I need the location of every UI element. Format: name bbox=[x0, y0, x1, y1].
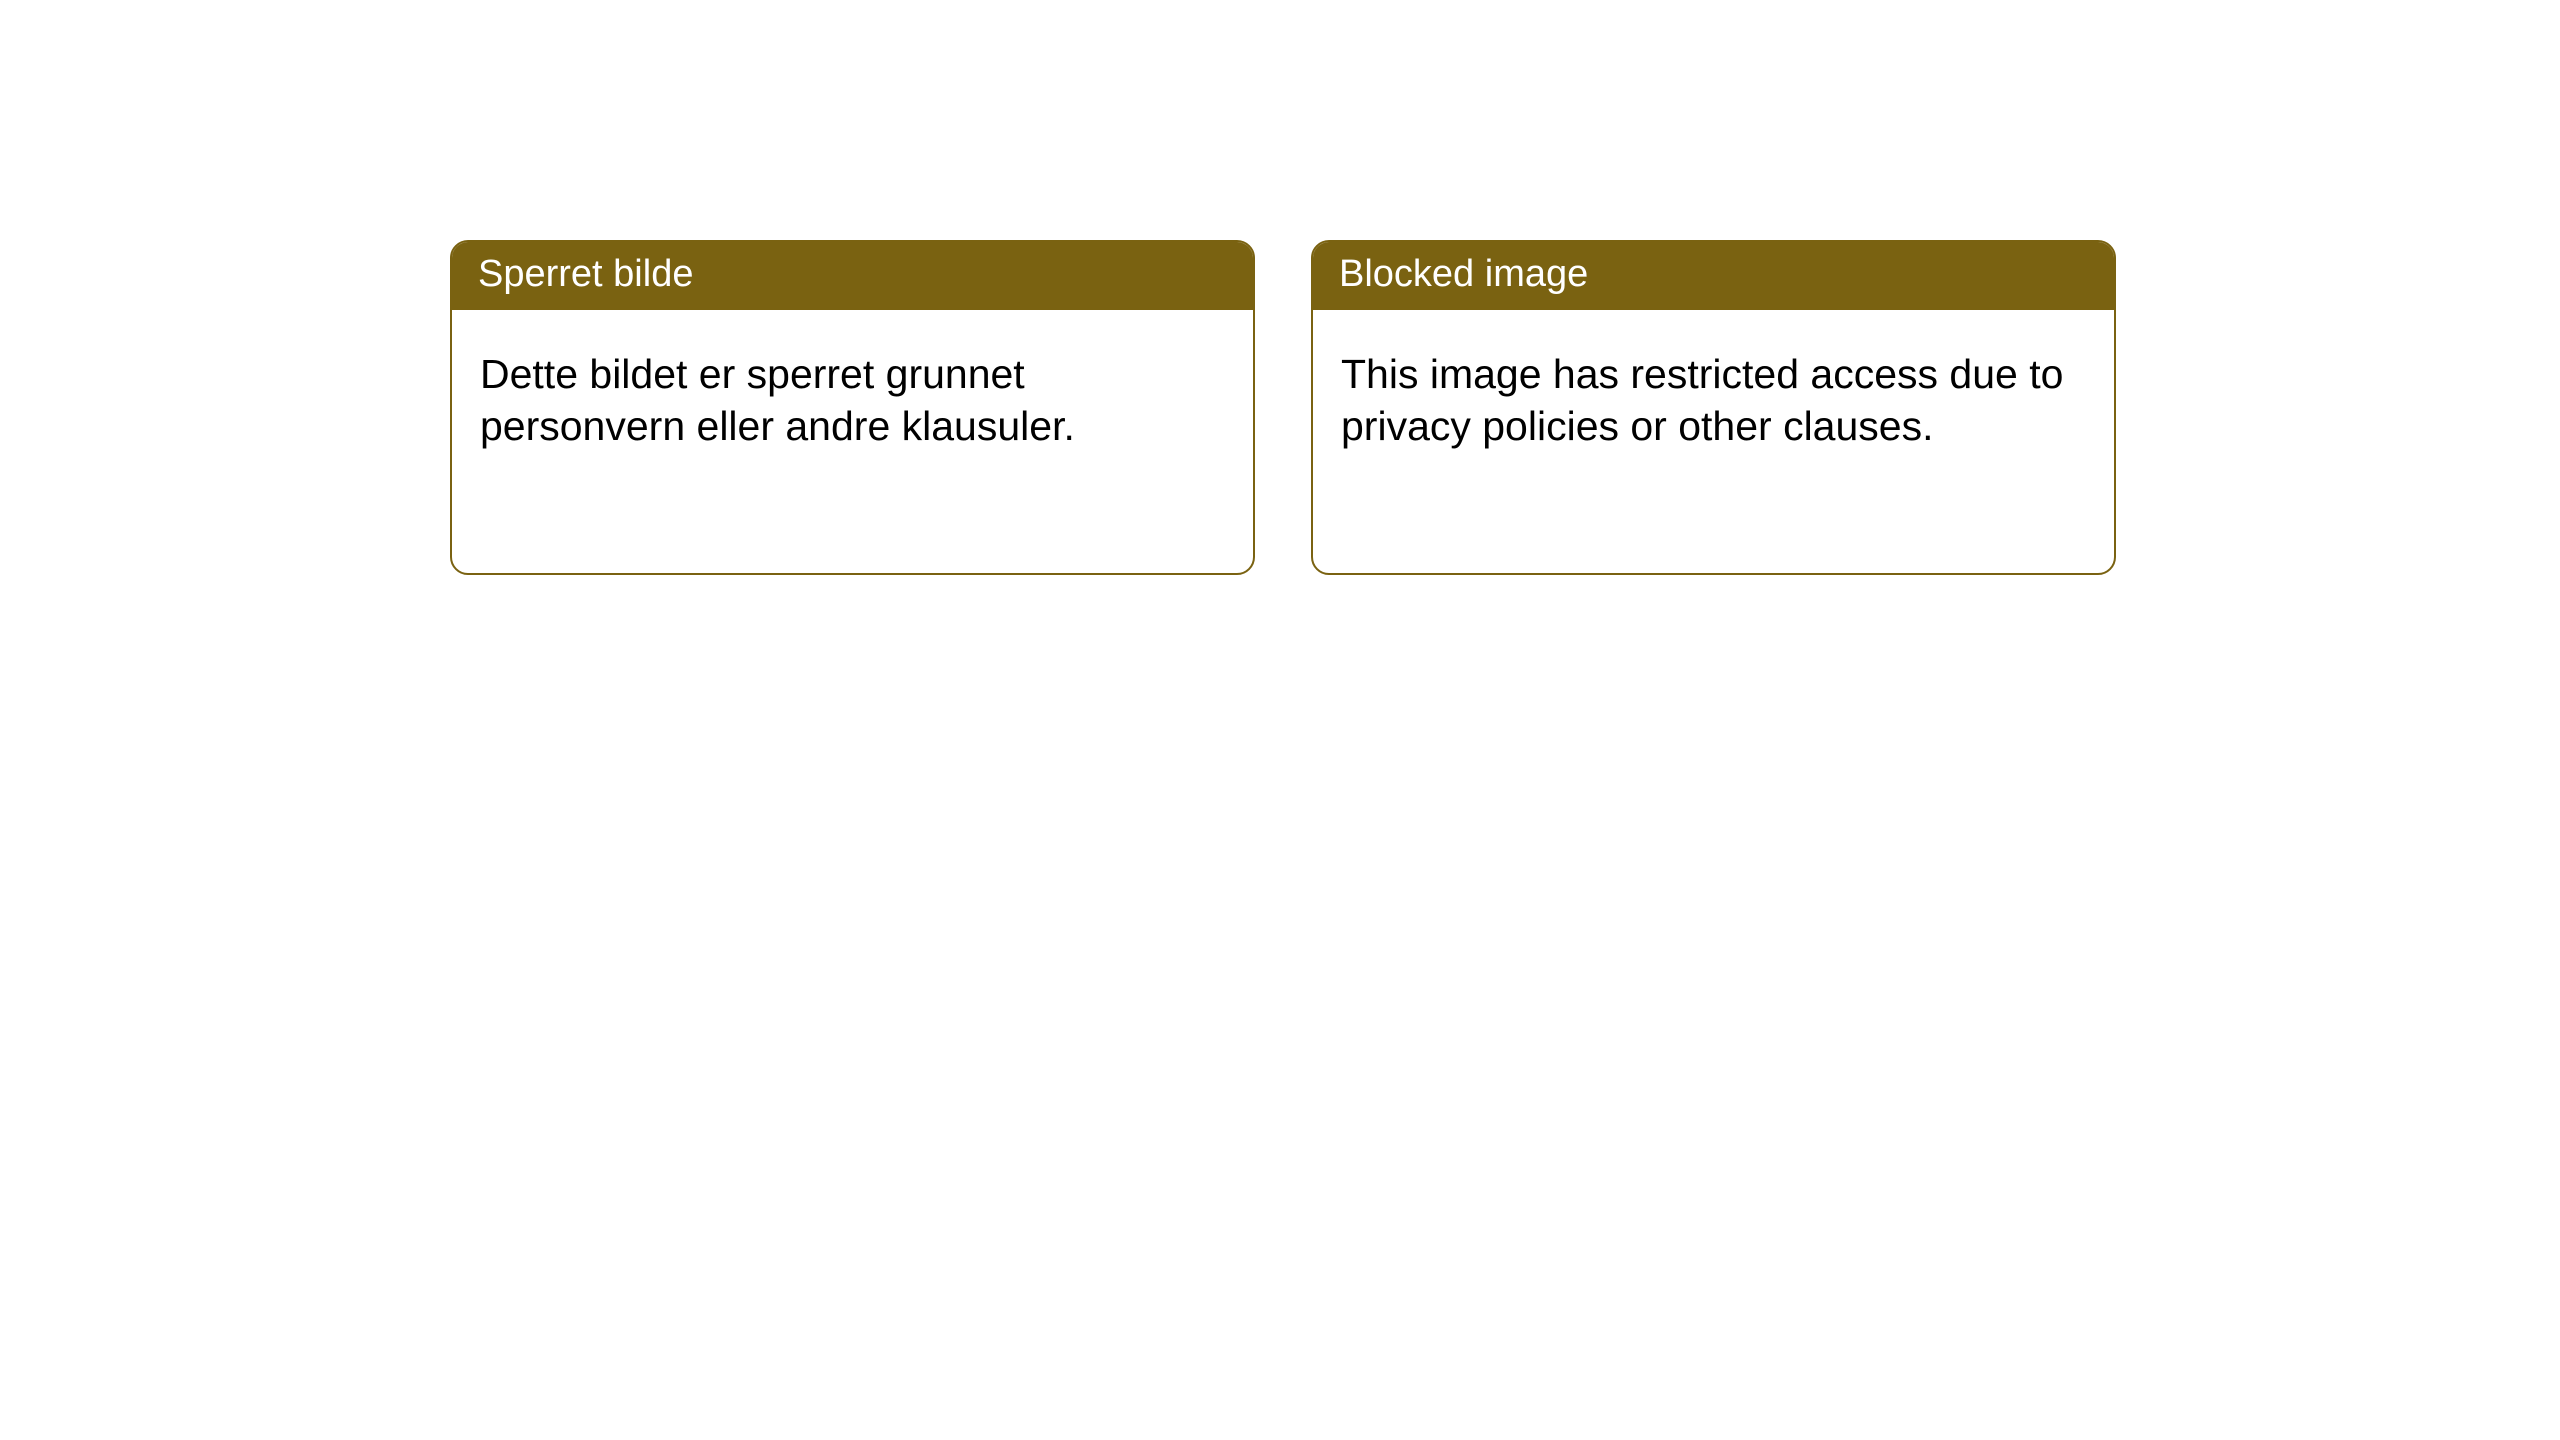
notice-container: Sperret bilde Dette bildet er sperret gr… bbox=[0, 0, 2560, 575]
notice-body-no: Dette bildet er sperret grunnet personve… bbox=[452, 310, 1253, 480]
notice-card-no: Sperret bilde Dette bildet er sperret gr… bbox=[450, 240, 1255, 575]
notice-card-en: Blocked image This image has restricted … bbox=[1311, 240, 2116, 575]
notice-header-en: Blocked image bbox=[1313, 242, 2114, 310]
notice-header-no: Sperret bilde bbox=[452, 242, 1253, 310]
notice-body-en: This image has restricted access due to … bbox=[1313, 310, 2114, 480]
